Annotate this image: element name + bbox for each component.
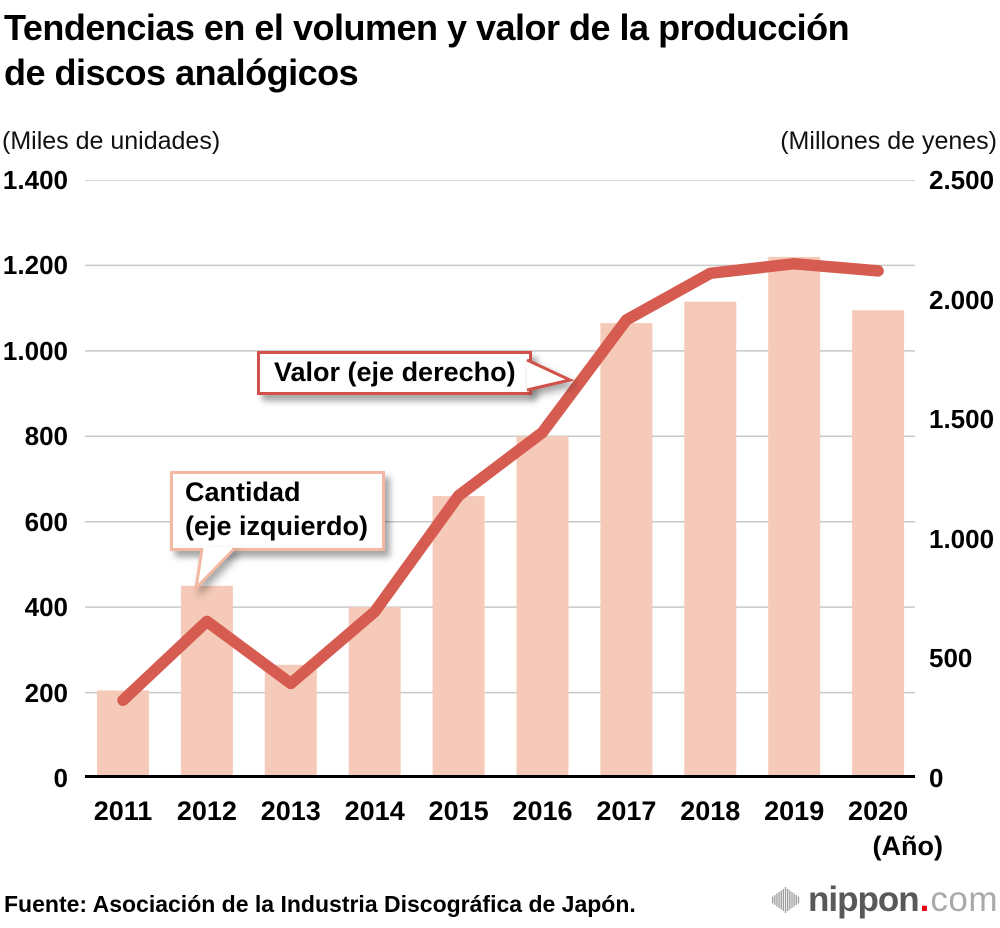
year-label-2011: 2011 [93, 796, 153, 826]
year-label-2012: 2012 [176, 796, 237, 826]
cantidad-callout-tail [193, 547, 236, 593]
logo-text-com: com [930, 880, 998, 919]
audio-bar [772, 896, 774, 904]
audio-bar [778, 892, 780, 908]
bar-2016 [516, 436, 569, 778]
audio-bar [780, 890, 782, 910]
year-label-2014: 2014 [344, 796, 405, 826]
audio-bar [776, 893, 778, 907]
bar-2015 [432, 496, 485, 778]
left-tick-label: 1.200 [2, 250, 68, 281]
right-tick-label: 2.000 [929, 284, 995, 315]
x-axis-caption: (Año) [872, 831, 943, 861]
right-tick-label: 1.000 [929, 523, 995, 554]
audio-bar [787, 889, 789, 911]
left-axis-unit-label: (Miles de unidades) [2, 127, 221, 155]
chart-title-line1: Tendencias en el volumen y valor de la p… [4, 7, 850, 48]
audio-bars-icon [772, 887, 800, 913]
bar-2018 [684, 301, 737, 778]
bar-2014 [348, 607, 401, 778]
year-label-2015: 2015 [428, 796, 489, 826]
bar-2019 [768, 256, 821, 778]
right-tick-label: 500 [929, 643, 973, 674]
valor-callout-tail [526, 358, 575, 392]
audio-bar [791, 892, 793, 908]
right-axis-unit-label: (Millones de yenes) [780, 127, 997, 155]
right-tick-label: 1.500 [929, 404, 995, 435]
bar-2012 [180, 585, 233, 778]
left-tick-label: 0 [53, 763, 68, 793]
left-tick-label: 400 [24, 592, 68, 623]
cantidad-callout-line1: Cantidad [185, 477, 301, 507]
year-label-2018: 2018 [680, 796, 741, 826]
nippon-com-logo: nippon . com [771, 880, 998, 919]
audio-bar [784, 887, 787, 913]
chart-title: Tendencias en el volumen y valor de la p… [4, 5, 850, 95]
year-label-2019: 2019 [764, 796, 825, 826]
bar-2020 [852, 310, 905, 778]
year-label-2013: 2013 [260, 796, 321, 826]
year-label-2020: 2020 [848, 796, 909, 826]
year-label-2017: 2017 [596, 796, 657, 826]
left-tick-label: 1.000 [2, 335, 68, 366]
left-tick-label: 200 [24, 677, 68, 708]
bar-2017 [600, 323, 653, 778]
logo-text-nippon: nippon [808, 880, 920, 919]
cantidad-callout-line2: (eje izquierdo) [185, 511, 369, 541]
audio-bar [782, 889, 785, 911]
right-tick-label: 2.500 [929, 165, 995, 195]
chart-title-line2: de discos analógicos [4, 52, 359, 93]
logo-text-dot: . [919, 880, 930, 919]
right-tick-label: 0 [929, 763, 944, 793]
cantidad-callout-box [170, 471, 385, 551]
value-line [117, 257, 884, 707]
left-tick-label: 600 [24, 506, 68, 537]
plot-area [85, 180, 915, 778]
source-text: Fuente: Asociación de la Industria Disco… [4, 891, 636, 917]
left-tick-label: 1.400 [2, 165, 68, 195]
audio-bar [795, 895, 797, 905]
year-label-2016: 2016 [512, 796, 573, 826]
audio-bar [789, 890, 791, 910]
valor-callout-label: Valor (eje derecho) [274, 357, 516, 387]
cantidad-callout-label: Cantidad (eje izquierdo) [185, 475, 368, 543]
audio-bar [797, 896, 800, 904]
left-tick-label: 800 [24, 421, 68, 452]
audio-bar [793, 893, 795, 907]
audio-bar [774, 895, 776, 905]
